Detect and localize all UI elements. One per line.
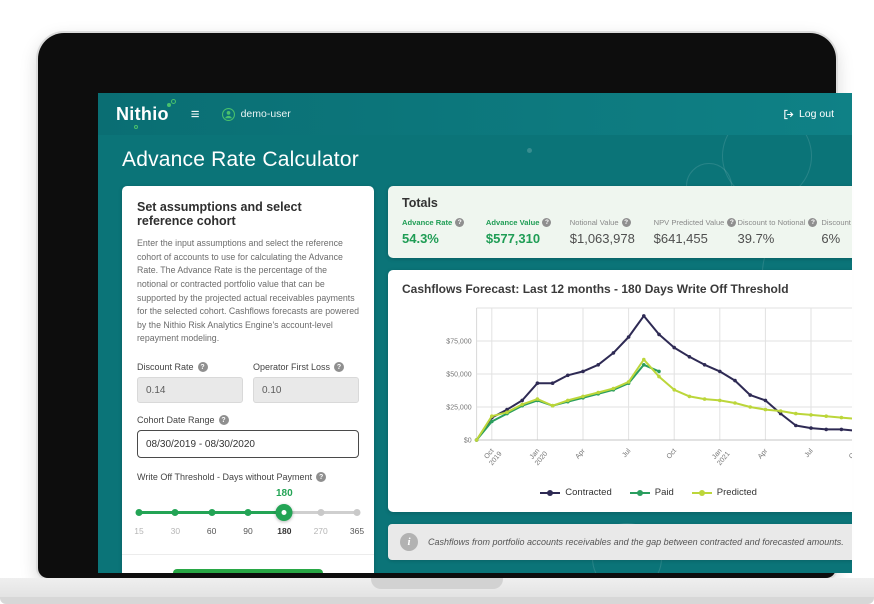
- cohort-date-range-label: Cohort Date Range: [137, 415, 215, 425]
- stat-advance-value: Advance Value? $577,310: [486, 218, 560, 246]
- svg-text:$75,000: $75,000: [446, 339, 471, 346]
- cohort-date-range-help-icon[interactable]: ?: [218, 415, 229, 425]
- info-icon: i: [400, 533, 418, 551]
- logout-button[interactable]: Log out: [783, 108, 834, 120]
- advance-value-help-icon[interactable]: ?: [542, 218, 552, 227]
- stat-value: $577,310: [485, 231, 541, 246]
- legend-item[interactable]: Predicted: [691, 487, 757, 498]
- logo-accent-dot: [166, 102, 171, 107]
- stat-value: 54.3%: [402, 231, 439, 246]
- notional-value-help-icon[interactable]: ?: [621, 218, 631, 227]
- stat-discount-to-notional: Discount to Notional? 39.7%: [737, 218, 818, 246]
- background-decoration: [527, 148, 532, 153]
- svg-text:$25,000: $25,000: [446, 405, 471, 412]
- assumptions-panel: Set assumptions and select reference coh…: [122, 186, 374, 573]
- stat-advance-rate: Advance Rate? 54.3%: [402, 218, 476, 246]
- slider-thumb[interactable]: [275, 504, 293, 521]
- write-off-threshold-tick-labels: 15 30 60 90 180 270 365: [134, 526, 365, 536]
- discount-to-notional-help-icon[interactable]: ?: [808, 218, 818, 227]
- svg-text:$0: $0: [464, 438, 472, 445]
- stat-discount-first-loss: Discount for First Loss? 6%: [821, 218, 852, 246]
- totals-heading: Totals: [402, 196, 438, 210]
- user-avatar-icon: [221, 107, 235, 121]
- svg-text:$50,000: $50,000: [446, 372, 471, 379]
- logo-accent-ring: [134, 124, 138, 129]
- operator-first-loss-label: Operator First Loss: [253, 362, 331, 372]
- assumptions-description: Enter the input assumptions and select t…: [137, 238, 359, 344]
- discount-rate-input[interactable]: [137, 377, 243, 403]
- svg-text:Jul: Jul: [804, 447, 815, 459]
- stat-npv-predicted-value: NPV Predicted Value? $641,455: [653, 218, 737, 246]
- stat-value: 6%: [821, 231, 841, 246]
- laptop-bezel: Nithio ≡ demo-user: [38, 33, 852, 578]
- laptop-base-edge: [0, 597, 874, 604]
- svg-text:Apr: Apr: [757, 447, 770, 460]
- logout-icon: [784, 109, 794, 119]
- write-off-threshold-help-icon[interactable]: ?: [316, 472, 327, 482]
- app-screen: Nithio ≡ demo-user: [98, 93, 852, 573]
- discount-rate-help-icon[interactable]: ?: [197, 362, 208, 372]
- operator-first-loss-input[interactable]: [253, 377, 359, 403]
- logout-label: Log out: [798, 108, 834, 120]
- operator-first-loss-help-icon[interactable]: ?: [334, 362, 345, 372]
- nithio-logo[interactable]: Nithio: [116, 98, 176, 129]
- brand-text: Nithio: [116, 103, 169, 124]
- discount-rate-label: Discount Rate: [137, 362, 194, 372]
- top-navbar: Nithio ≡ demo-user: [98, 93, 852, 135]
- svg-text:Oct: Oct: [848, 448, 852, 461]
- username-label: demo-user: [240, 108, 291, 120]
- svg-text:Jul: Jul: [621, 447, 632, 459]
- menu-icon[interactable]: ≡: [190, 105, 200, 123]
- npv-predicted-value-help-icon[interactable]: ?: [727, 218, 737, 227]
- chart-title: Cashflows Forecast: Last 12 months - 180…: [402, 282, 789, 296]
- svg-text:Oct: Oct: [666, 448, 678, 461]
- page-title: Advance Rate Calculator: [122, 148, 359, 171]
- stat-value: 39.7%: [737, 231, 775, 246]
- legend-item[interactable]: Contracted: [540, 487, 612, 498]
- laptop-base: [0, 578, 874, 597]
- advance-rate-help-icon[interactable]: ?: [455, 218, 465, 227]
- divider: [122, 554, 374, 555]
- svg-text:Apr: Apr: [574, 447, 587, 460]
- chart-footnote-bar: i Cashflows from portfolio accounts rece…: [388, 524, 852, 560]
- totals-panel: Totals Advance Rate? 54.3% Advance Value…: [388, 186, 852, 258]
- cohort-date-range-input[interactable]: [137, 430, 359, 458]
- chart-legend: Contracted Paid Predicted: [402, 485, 852, 504]
- assumptions-heading: Set assumptions and select reference coh…: [137, 200, 302, 228]
- legend-item[interactable]: Paid: [629, 487, 674, 498]
- write-off-threshold-slider[interactable]: 180: [135, 488, 361, 522]
- stat-value: $641,455: [653, 231, 708, 246]
- calculate-button[interactable]: ✓ Calculate: [173, 569, 323, 573]
- logo-accent-ring: [170, 98, 176, 104]
- cashflows-chart-panel: Cashflows Forecast: Last 12 months - 180…: [388, 270, 852, 512]
- footnote-text: Cashflows from portfolio accounts receiv…: [428, 537, 844, 547]
- laptop-base-notch: [371, 578, 503, 589]
- stat-notional-value: Notional Value? $1,063,978: [570, 218, 644, 246]
- stat-value: $1,063,978: [569, 231, 635, 246]
- user-chip[interactable]: demo-user: [221, 107, 291, 121]
- write-off-threshold-label: Write Off Threshold - Days without Payme…: [137, 472, 313, 482]
